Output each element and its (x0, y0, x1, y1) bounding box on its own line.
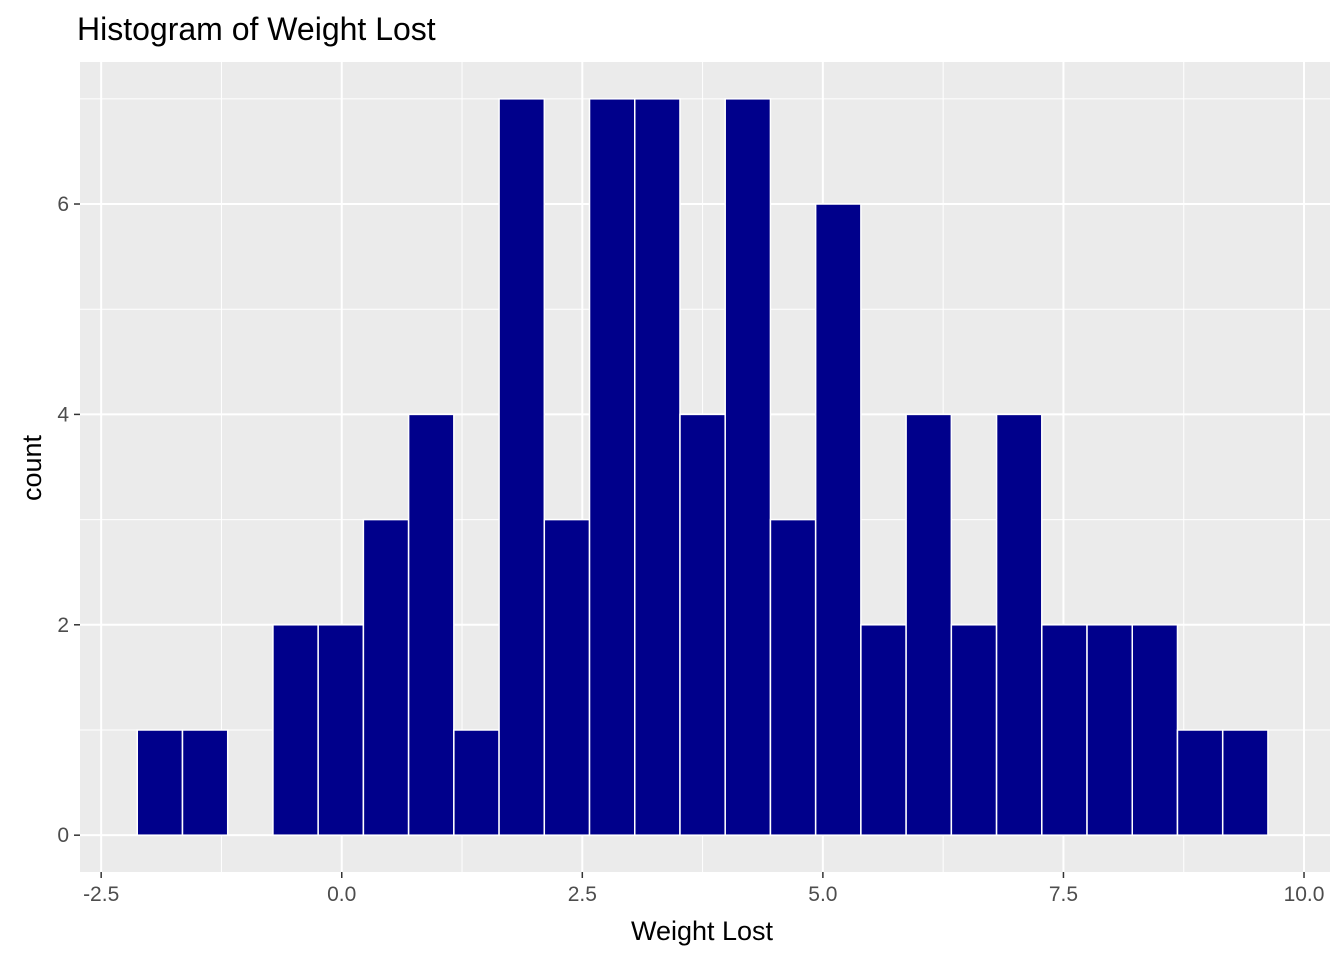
y-tick-label: 0 (57, 824, 69, 847)
histogram-bars (136, 98, 1269, 836)
histogram-bar (814, 203, 862, 836)
histogram-bar (588, 98, 636, 836)
histogram-bar (272, 624, 319, 836)
x-tick-label: -2.5 (83, 883, 119, 906)
y-axis-title: count (17, 434, 47, 501)
histogram-bar (543, 518, 591, 836)
histogram-bar (1131, 624, 1179, 836)
histogram-bar (453, 729, 500, 836)
histogram-bar (498, 98, 546, 836)
histogram-bar (317, 624, 365, 836)
x-axis-title: Weight Lost (631, 916, 774, 946)
x-tick-label: 10.0 (1284, 883, 1325, 906)
x-tick-label: 0.0 (327, 883, 356, 906)
histogram-bar (362, 518, 410, 836)
x-axis: -2.5 0.0 2.5 5.0 7.5 10.0 (83, 872, 1324, 906)
y-axis: 0 2 4 6 (57, 193, 80, 847)
histogram-bar (679, 413, 726, 836)
x-tick-label: 7.5 (1049, 883, 1078, 906)
y-tick-label: 4 (57, 403, 69, 426)
histogram-bar (1221, 729, 1269, 836)
histogram-bar (1176, 729, 1224, 836)
y-tick-label: 2 (57, 614, 69, 637)
histogram-bar (136, 729, 184, 836)
histogram-bar (860, 624, 907, 836)
histogram-bar (950, 624, 998, 836)
x-tick-label: 2.5 (568, 883, 597, 906)
histogram-bar (724, 98, 772, 836)
x-tick-label: 5.0 (808, 883, 837, 906)
histogram-bar (634, 98, 681, 836)
histogram-bar (995, 413, 1043, 836)
histogram-bar (1041, 624, 1088, 836)
histogram-bar (407, 413, 455, 836)
y-tick-label: 6 (57, 193, 69, 216)
histogram-bar (1086, 624, 1134, 836)
histogram-bar (905, 413, 953, 836)
chart-title: Histogram of Weight Lost (77, 11, 436, 47)
histogram-bar (769, 518, 817, 836)
histogram-bar (181, 729, 229, 836)
